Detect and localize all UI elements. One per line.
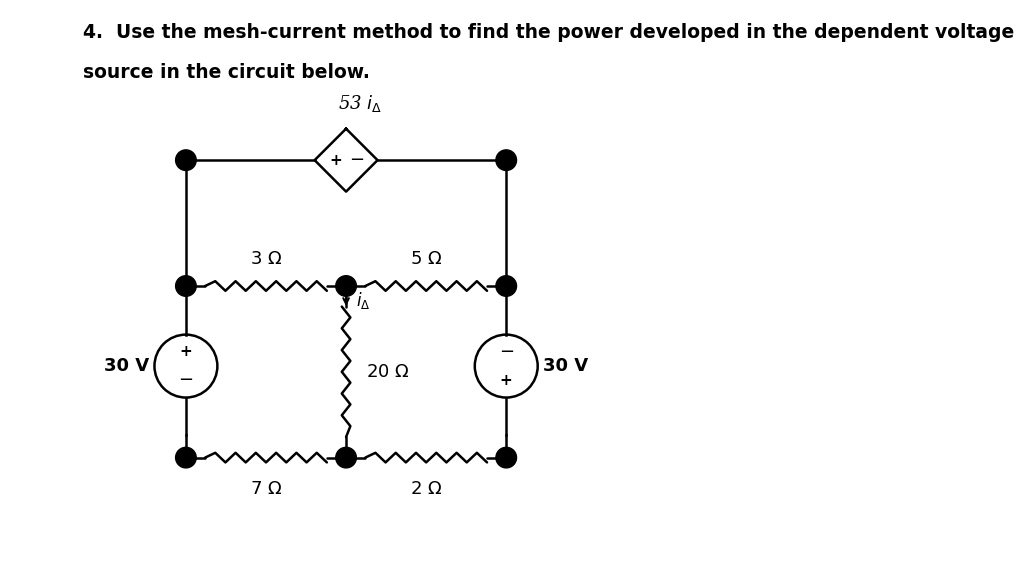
Text: 30 V: 30 V (544, 357, 589, 375)
Text: $i_\Delta$: $i_\Delta$ (356, 290, 371, 311)
Circle shape (176, 150, 197, 170)
Text: +: + (330, 153, 342, 168)
Text: 30 V: 30 V (103, 357, 148, 375)
Text: 3 $\Omega$: 3 $\Omega$ (250, 250, 282, 268)
Text: 2 $\Omega$: 2 $\Omega$ (410, 480, 442, 498)
Text: −: − (178, 371, 194, 389)
Circle shape (496, 276, 516, 296)
Text: 4.  Use the mesh-current method to find the power developed in the dependent vol: 4. Use the mesh-current method to find t… (83, 23, 1014, 42)
Text: 20 $\Omega$: 20 $\Omega$ (367, 363, 410, 381)
Text: 53 $i_\Delta$: 53 $i_\Delta$ (338, 93, 382, 114)
Circle shape (336, 447, 356, 468)
Text: +: + (179, 344, 193, 359)
Text: +: + (500, 373, 513, 388)
Text: −: − (349, 151, 364, 169)
Circle shape (336, 276, 356, 296)
Circle shape (176, 276, 197, 296)
Text: −: − (499, 343, 514, 361)
Text: 7 $\Omega$: 7 $\Omega$ (250, 480, 282, 498)
Circle shape (496, 447, 516, 468)
Circle shape (496, 150, 516, 170)
Text: source in the circuit below.: source in the circuit below. (83, 63, 370, 82)
Text: 5 $\Omega$: 5 $\Omega$ (410, 250, 442, 268)
Circle shape (176, 447, 197, 468)
